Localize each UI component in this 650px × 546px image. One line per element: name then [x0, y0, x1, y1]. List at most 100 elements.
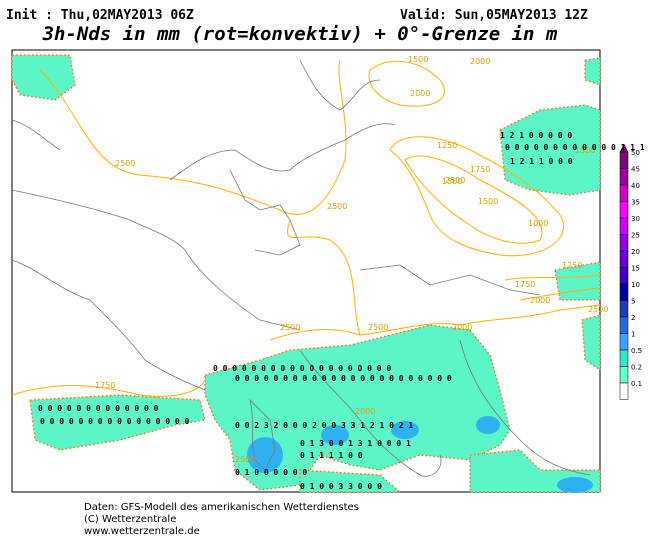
- colorbar-swatch: [619, 333, 629, 351]
- freezing-level-contour: [39, 59, 347, 215]
- border: [229, 169, 301, 256]
- map-title: 3h-Nds in mm (rot=konvektiv) + 0°-Grenze…: [42, 23, 558, 45]
- colorbar-swatch: [619, 250, 629, 268]
- precip-value-row: 0 1 3 0 0 1 3 1 0 0 0 1: [300, 439, 411, 448]
- coastline: [11, 119, 61, 151]
- colorbar-swatch: [619, 168, 629, 186]
- precip-value-row: 0 1 0 0 0 0 0 0: [235, 468, 307, 477]
- coastline: [169, 123, 396, 181]
- footer-line: (C) Wetterzentrale: [84, 514, 176, 525]
- colorbar-swatch: [619, 184, 629, 202]
- colorbar-label: 35: [631, 199, 640, 207]
- coastline: [11, 259, 206, 391]
- coastline: [299, 59, 381, 111]
- colorbar-label: 10: [631, 281, 640, 289]
- contour-label: 1000: [528, 219, 548, 228]
- precip-area: [584, 57, 601, 86]
- freezing-level-contour: [404, 155, 543, 244]
- precip-value-row: 0 0 0 0 0 0 0 0 0 0 0 0 0 0 0 0: [40, 417, 189, 426]
- colorbar-swatch: [619, 151, 629, 169]
- colorbar-label: 20: [631, 248, 640, 256]
- colorbar-swatch: [619, 316, 629, 334]
- border: [359, 264, 541, 296]
- colorbar-label: 2: [631, 314, 635, 322]
- colorbar-label: 25: [631, 232, 640, 240]
- contour-label: 1500: [575, 146, 595, 155]
- coastline: [299, 349, 442, 477]
- colorbar-label: 50: [631, 149, 640, 157]
- freezing-level-contour: [368, 60, 445, 107]
- contour-label: 1750: [95, 381, 115, 390]
- precip-value-row: 1 2 1 0 0 0 0 0: [500, 131, 572, 140]
- colorbar-label: 15: [631, 265, 640, 273]
- island: [249, 398, 276, 471]
- contour-label: 1500: [442, 177, 462, 186]
- coastline: [459, 339, 591, 476]
- contour-label: 2000: [355, 407, 375, 416]
- precip-core: [391, 421, 419, 439]
- coastline: [11, 189, 301, 331]
- precip-value-row: 0 1 0 0 3 3 0 0 0: [300, 482, 382, 491]
- precip-area: [11, 54, 76, 101]
- freezing-level-contour: [269, 219, 361, 341]
- precip-value-row: 0 0 0 0 0 0 0 0 0 0 0 0 0 0 0 0 0 0 0: [213, 364, 391, 373]
- precip-value-row: 0 0 2 3 2 0 0 0 2 0 0 3 3 1 2 1 0 2 1: [235, 421, 413, 430]
- contour-label: 2000: [470, 57, 490, 66]
- precip-value-row: 0 0 0 0 0 0 0 0 0 0 0 0 1 1 1 0 0 0: [505, 143, 650, 152]
- colorbar-swatch: [619, 366, 629, 384]
- contour-label: 1500: [408, 55, 428, 64]
- freezing-level-contour: [359, 304, 601, 336]
- freezing-level-contour: [389, 136, 564, 257]
- contour-label: 2000: [530, 296, 550, 305]
- footer-line: Daten: GFS-Modell des amerikanischen Wet…: [84, 502, 359, 513]
- contour-label: 2500: [280, 323, 300, 332]
- precip-value-row: 0 1 1 1 1 0 0: [300, 451, 363, 460]
- contour-label: 2500: [588, 305, 608, 314]
- colorbar-swatch: [619, 300, 629, 318]
- colorbar-label: 0.2: [631, 364, 642, 372]
- contour-label: 2500: [115, 159, 135, 168]
- footer-line: www.wetterzentrale.de: [84, 526, 200, 537]
- contour-label: 2500: [445, 176, 465, 185]
- colorbar-label: 45: [631, 166, 640, 174]
- colorbar-label: 0.5: [631, 347, 642, 355]
- contour-label: 2500: [327, 202, 347, 211]
- colorbar-swatch: [619, 382, 629, 400]
- precip-core: [557, 477, 593, 493]
- precip-area: [554, 261, 601, 301]
- precip-value-row: 1 2 1 1 0 0 0: [510, 157, 573, 166]
- freezing-level-contour: [11, 379, 206, 397]
- colorbar-swatch: [619, 267, 629, 285]
- precip-core: [476, 416, 500, 434]
- colorbar-swatch: [619, 217, 629, 235]
- colorbar-label: 0.1: [631, 380, 642, 388]
- contour-label: 2000: [452, 323, 472, 332]
- colorbar-swatch: [619, 349, 629, 367]
- contour-label: 2000: [410, 89, 430, 98]
- colorbar-swatch: [619, 201, 629, 219]
- colorbar-label: 40: [631, 182, 640, 190]
- freezing-level-contour: [504, 274, 601, 281]
- contour-label: 1250: [437, 141, 457, 150]
- precip-area: [29, 394, 206, 451]
- valid-time: Valid: Sun,05MAY2013 12Z: [400, 8, 588, 23]
- precip-area: [581, 314, 601, 372]
- colorbar-label: 5: [631, 298, 635, 306]
- colorbar-label: 30: [631, 215, 640, 223]
- contour-label: 1750: [515, 280, 535, 289]
- precip-core: [321, 425, 349, 445]
- precip-area: [499, 104, 601, 196]
- colorbar-swatch: [619, 283, 629, 301]
- colorbar-swatch: [619, 234, 629, 252]
- contour-label: 2500: [368, 323, 388, 332]
- precip-value-row: 0 0 0 0 0 0 0 0 0 0 0 0 0: [38, 404, 159, 413]
- contour-label: 1750: [470, 165, 490, 174]
- contour-label: 1250: [562, 261, 582, 270]
- contour-label: 2500: [235, 455, 255, 464]
- contour-label: 1500: [478, 197, 498, 206]
- precip-area: [299, 469, 402, 493]
- freezing-level-contour: [519, 287, 601, 301]
- init-time: Init : Thu,02MAY2013 06Z: [6, 8, 194, 23]
- precip-value-row: 0 0 0 0 0 0 0 0 0 0 0 0 0 0 0 0 0 0 0 0 …: [235, 374, 452, 383]
- colorbar-label: 1: [631, 331, 635, 339]
